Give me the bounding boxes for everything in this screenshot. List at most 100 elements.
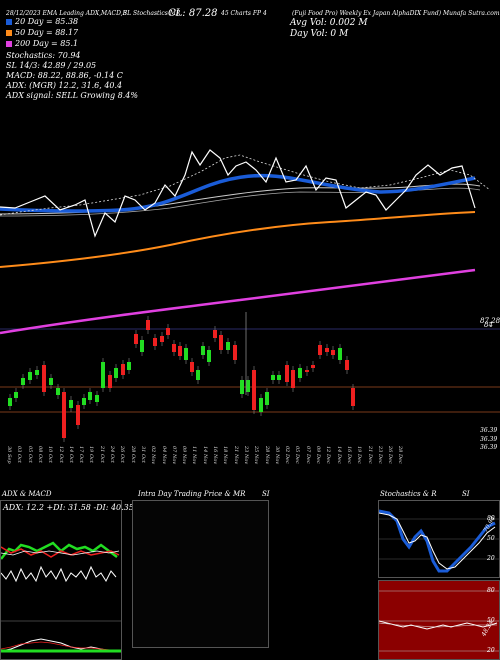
header-strip: 28/12/2023 EMA Leading ADX,MACD,B bbox=[6, 10, 128, 17]
date-label: 11 Nov bbox=[191, 446, 198, 465]
date-label: 30 Sep bbox=[6, 446, 12, 464]
candle bbox=[140, 340, 144, 352]
date-label: 23 Nov bbox=[242, 446, 249, 465]
date-label: 09 Dec bbox=[315, 446, 321, 464]
date-label: 14 Nov bbox=[201, 446, 208, 465]
date-label: 21 Oct bbox=[98, 446, 105, 463]
candle bbox=[28, 372, 32, 380]
date-label: 05 Dec bbox=[294, 446, 301, 464]
candle bbox=[345, 360, 349, 370]
date-label: 24 Oct bbox=[109, 446, 115, 463]
candle bbox=[233, 345, 237, 360]
legend-swatch bbox=[6, 41, 12, 47]
candle bbox=[172, 344, 176, 352]
price-label: 87.28 bbox=[480, 317, 500, 325]
candle bbox=[219, 335, 223, 350]
price-label: 36.39 bbox=[480, 436, 498, 443]
price-label: 84 bbox=[484, 321, 493, 329]
date-label: 07 Nov bbox=[170, 446, 177, 465]
avg-vol: Avg Vol: 0.002 M bbox=[290, 18, 368, 28]
candle bbox=[49, 378, 53, 385]
candle bbox=[252, 370, 256, 410]
candle bbox=[298, 368, 302, 378]
date-label: 19 Oct bbox=[88, 446, 95, 463]
candle bbox=[14, 392, 18, 398]
candle bbox=[146, 320, 150, 330]
candle bbox=[226, 342, 230, 350]
header-title-part: SL Stochastics MR bbox=[123, 10, 181, 17]
date-label: 08 Oct bbox=[36, 446, 43, 463]
candle bbox=[318, 345, 322, 355]
candle bbox=[8, 398, 12, 406]
candle bbox=[82, 398, 86, 405]
candle bbox=[331, 350, 335, 355]
date-label: 30 Nov bbox=[273, 446, 280, 465]
candle bbox=[178, 346, 182, 356]
date-label: 28 Oct bbox=[129, 446, 136, 463]
candle bbox=[56, 388, 60, 395]
date-label: 05 Oct bbox=[26, 446, 33, 463]
candle bbox=[42, 365, 46, 392]
candle bbox=[201, 346, 205, 355]
candle bbox=[240, 380, 244, 394]
candle bbox=[166, 328, 170, 335]
candle bbox=[121, 364, 125, 375]
candle bbox=[246, 380, 250, 392]
candle bbox=[114, 368, 118, 378]
adx-signal: ADX signal: SELL Growing 8.4% bbox=[6, 91, 138, 100]
candle bbox=[76, 405, 80, 425]
date-label: 26 Dec bbox=[387, 446, 394, 464]
candle bbox=[127, 362, 131, 370]
candle bbox=[311, 365, 315, 368]
candle bbox=[277, 375, 281, 380]
date-label: 07 Dec bbox=[304, 446, 311, 464]
rsi-panel: 80 50 20 48.24 bbox=[378, 580, 500, 660]
date-label: 26 Oct bbox=[119, 446, 126, 463]
legend-ema50: 50 Day = 88.17 bbox=[6, 28, 78, 37]
date-label: 12 Dec bbox=[325, 446, 332, 464]
candle bbox=[190, 362, 194, 372]
date-label: 21 Nov bbox=[232, 446, 239, 465]
date-label: 02 Dec bbox=[284, 446, 291, 464]
stoch-mark: 50 bbox=[487, 535, 495, 542]
stoch-mark: 20 bbox=[487, 555, 495, 562]
adx-values: ADX: 12.2 +DI: 31.58 -DI: 40.35 bbox=[3, 503, 134, 512]
candle bbox=[285, 365, 289, 382]
legend-ema200: 200 Day = 85.1 bbox=[6, 39, 78, 48]
intraday-panel bbox=[132, 500, 269, 648]
rsi-chart bbox=[379, 590, 499, 652]
legend-label: 200 Day = 85.1 bbox=[15, 39, 79, 48]
date-label: 04 Nov bbox=[160, 446, 167, 465]
date-label: 28 Dec bbox=[397, 446, 404, 464]
date-label: 09 Nov bbox=[181, 446, 188, 465]
adx-chart bbox=[1, 541, 121, 653]
candle bbox=[69, 400, 73, 408]
candle bbox=[134, 334, 138, 344]
candle bbox=[95, 395, 99, 402]
date-label: 16 Nov bbox=[212, 446, 218, 465]
candle bbox=[259, 398, 263, 412]
candle bbox=[265, 392, 269, 405]
candle bbox=[101, 362, 105, 388]
stochastics-panel: 80 50 20 70.94 bbox=[378, 500, 500, 578]
candle bbox=[213, 330, 217, 338]
candle-group bbox=[8, 312, 355, 442]
legend-label: 20 Day = 85.38 bbox=[15, 17, 79, 26]
date-label: 21 Dec bbox=[366, 446, 373, 464]
header-title-part: (Fuji Food Pro) Weekly Ex Japan AlphaDIX… bbox=[292, 10, 500, 17]
close-label: CL: 87.28 bbox=[168, 8, 218, 19]
candle bbox=[88, 392, 92, 400]
price-label: 36.39 bbox=[480, 444, 498, 451]
date-label: 18 Nov bbox=[222, 446, 229, 465]
rsi-mark: 20 bbox=[487, 647, 495, 654]
macd-readout: MACD: 88.22, 88.86, -0.14 C bbox=[6, 71, 123, 80]
candle bbox=[160, 336, 164, 342]
candle bbox=[351, 388, 355, 406]
date-label: 14 Oct bbox=[67, 446, 74, 463]
candle bbox=[35, 370, 39, 375]
intra-panel-title: Intra Day Trading Price & MR bbox=[138, 490, 246, 498]
rsi-mark: 80 bbox=[487, 587, 495, 594]
candle bbox=[153, 338, 157, 346]
main-price-chart bbox=[0, 149, 500, 442]
stoch-panel-title: Stochastics & R bbox=[380, 490, 437, 498]
